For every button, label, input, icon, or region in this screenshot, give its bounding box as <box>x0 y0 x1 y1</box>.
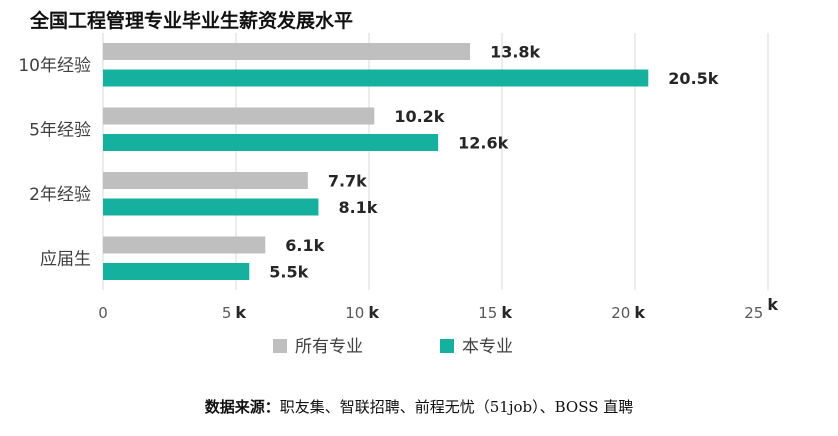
x-tick-unit: k <box>235 303 246 322</box>
data-source-note: 数据来源：职友集、智联招聘、前程无忧（51job）、BOSS 直聘 <box>0 396 838 417</box>
legend-swatch <box>273 339 287 353</box>
data-label: 6.1k <box>285 236 324 255</box>
bar-this-major <box>103 198 319 216</box>
data-source-text: 职友集、智联招聘、前程无忧（51job）、BOSS 直聘 <box>279 398 634 416</box>
legend: 所有专业 本专业 <box>273 337 513 357</box>
x-axis: 0 5 k 10 k 15 k 20 k 25 k <box>98 295 778 322</box>
bar-this-major <box>103 263 250 280</box>
data-labels: 13.8k 20.5k 10.2k 12.6k 7.7k 8.1k 6.1k 5.5k <box>269 43 718 282</box>
bar-all-majors <box>103 107 375 125</box>
x-tick-label: 15 k <box>478 303 512 322</box>
data-label: 13.8k <box>490 43 540 62</box>
data-label: 7.7k <box>328 172 367 191</box>
legend-label: 本专业 <box>462 337 513 357</box>
category-label: 2年经验 <box>29 185 91 205</box>
x-tick-label: 25 k <box>744 295 778 322</box>
x-tick-unit: k <box>767 295 778 314</box>
bars <box>103 43 649 280</box>
x-tick-number: 25 <box>744 304 763 322</box>
data-label: 12.6k <box>458 134 508 153</box>
data-label: 20.5k <box>668 69 718 88</box>
x-tick-label: 0 <box>98 304 108 322</box>
category-label: 5年经验 <box>29 120 91 140</box>
x-tick-unit: k <box>368 303 379 322</box>
x-tick-label: 20 k <box>611 303 645 322</box>
bar-all-majors <box>103 43 471 60</box>
category-label: 应届生 <box>40 249 91 269</box>
bar-this-major <box>103 69 649 87</box>
bar-all-majors <box>103 172 308 189</box>
x-tick-unit: k <box>634 303 645 322</box>
x-tick-number: 15 <box>478 304 497 322</box>
x-tick-number: 5 <box>222 304 232 322</box>
x-tick-label: 10 k <box>345 303 379 322</box>
legend-label: 所有专业 <box>295 337 363 357</box>
chart-title: 全国工程管理专业毕业生薪资发展水平 <box>29 9 353 32</box>
category-label: 10年经验 <box>18 56 91 76</box>
data-source-label: 数据来源： <box>204 398 280 416</box>
data-label: 8.1k <box>338 198 377 217</box>
data-label: 5.5k <box>269 263 308 282</box>
x-tick-unit: k <box>501 303 512 322</box>
data-label: 10.2k <box>394 107 444 126</box>
x-tick-number: 0 <box>98 304 108 322</box>
bar-this-major <box>103 134 439 151</box>
bar-all-majors <box>103 236 266 254</box>
legend-swatch <box>440 339 454 353</box>
x-tick-number: 10 <box>345 304 364 322</box>
x-tick-number: 20 <box>611 304 630 322</box>
